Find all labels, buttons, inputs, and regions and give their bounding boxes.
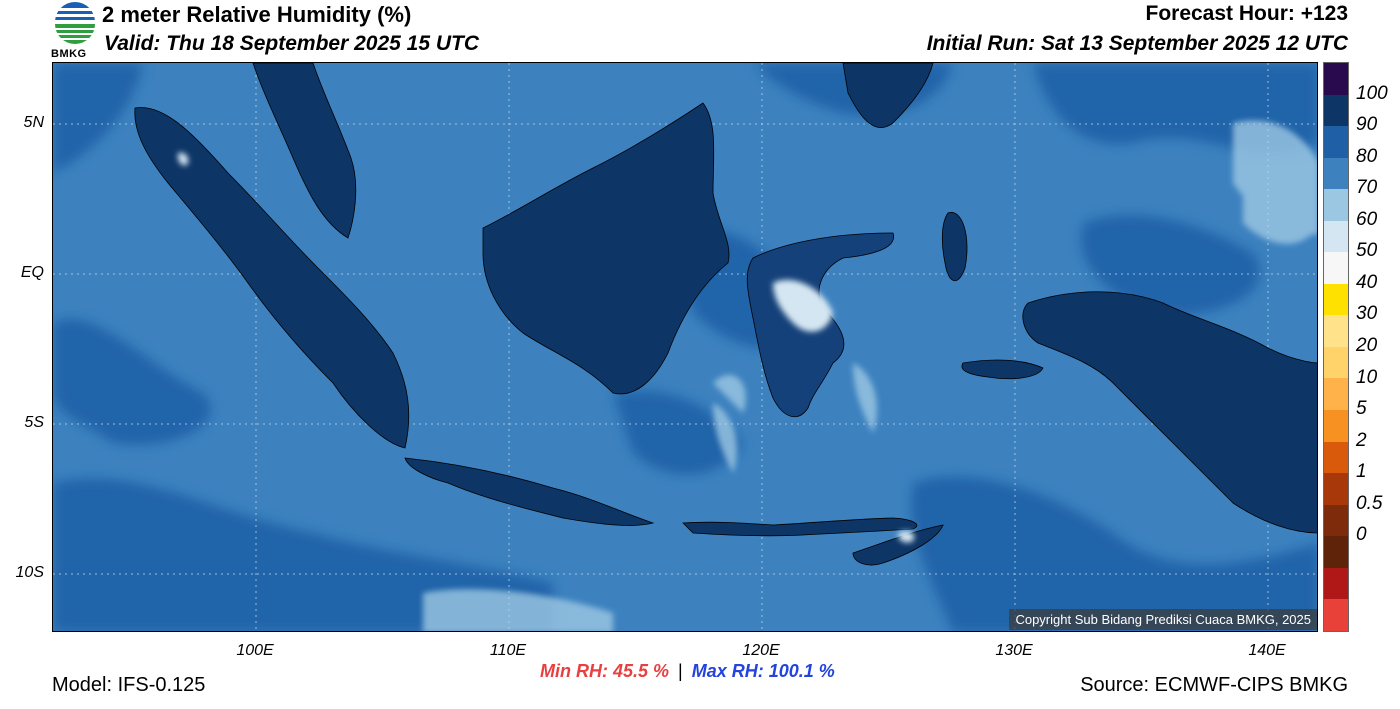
lesser-sunda-islands	[682, 517, 918, 537]
landmasses	[134, 63, 1317, 566]
colorbar-label: 5	[1356, 398, 1367, 420]
colorbar-segment	[1324, 504, 1348, 537]
lon-label-130e: 130E	[995, 642, 1033, 659]
colorbar-label: 0	[1356, 524, 1367, 546]
colorbar-label: 100	[1356, 82, 1388, 104]
colorbar-segment	[1324, 473, 1348, 505]
bmkg-logo-icon	[55, 2, 95, 44]
initial-run: Initial Run: Sat 13 September 2025 12 UT…	[926, 32, 1348, 55]
lat-label-eq: EQ	[20, 264, 44, 281]
min-rh: Min RH: 45.5 %	[540, 661, 670, 681]
colorbar-segment	[1324, 567, 1348, 600]
colorbar-segment	[1324, 315, 1348, 347]
copyright-notice: Copyright Sub Bidang Prediksi Cuaca BMKG…	[1009, 609, 1317, 630]
humidity-map	[52, 62, 1318, 632]
colorbar-segment	[1324, 410, 1348, 442]
min-max-rh: Min RH: 45.5 % | Max RH: 100.1 %	[540, 661, 835, 682]
logo-text: BMKG	[51, 48, 87, 60]
java-island	[404, 457, 655, 526]
colorbar-label: 10	[1356, 366, 1378, 388]
mindanao-island	[842, 63, 934, 128]
ocean-light-patches	[423, 120, 1317, 631]
colorbar-label: 60	[1356, 208, 1378, 230]
colorbar-segment	[1324, 126, 1348, 158]
lat-label-5n: 5N	[23, 114, 44, 131]
colorbar-segment	[1324, 283, 1348, 316]
colorbar-segment	[1324, 94, 1348, 127]
colorbar-label: 40	[1356, 271, 1378, 293]
colorbar	[1323, 62, 1349, 632]
colorbar-segment	[1324, 378, 1348, 411]
max-rh: Max RH: 100.1 %	[691, 661, 835, 681]
valid-time: Valid: Thu 18 September 2025 15 UTC	[104, 32, 480, 55]
forecast-hour: Forecast Hour: +123	[1145, 2, 1349, 25]
lat-label-10s: 10S	[15, 564, 44, 581]
colorbar-segment	[1324, 220, 1348, 253]
colorbar-segment	[1324, 536, 1348, 568]
colorbar-segment	[1324, 157, 1348, 190]
colorbar-label: 1	[1356, 461, 1367, 483]
colorbar-label: 90	[1356, 114, 1378, 136]
colorbar-segment	[1324, 252, 1348, 284]
colorbar-label: 30	[1356, 303, 1378, 325]
borneo-island	[482, 102, 730, 395]
source-label: Source: ECMWF-CIPS BMKG	[1080, 674, 1348, 696]
colorbar-label: 80	[1356, 145, 1378, 167]
colorbar-label: 20	[1356, 335, 1378, 356]
seram-island	[961, 359, 1044, 380]
malay-peninsula	[252, 63, 357, 239]
colorbar-segment	[1324, 599, 1348, 631]
min-max-separator: |	[678, 661, 683, 681]
map-canvas	[53, 63, 1317, 631]
lon-label-120e: 120E	[742, 642, 780, 659]
lon-label-140e: 140E	[1248, 642, 1286, 659]
colorbar-label: 70	[1356, 177, 1378, 199]
lon-label-110e: 110E	[489, 642, 527, 659]
sumatra-island	[134, 107, 410, 449]
chart-title: 2 meter Relative Humidity (%)	[102, 2, 412, 27]
land-dry-patches	[177, 152, 915, 543]
bmkg-logo: BMKG	[50, 0, 100, 62]
colorbar-segment	[1324, 441, 1348, 474]
lat-label-5s: 5S	[24, 414, 44, 431]
colorbar-label: 2	[1356, 429, 1367, 451]
colorbar-segment	[1324, 63, 1348, 95]
colorbar-segment	[1324, 346, 1348, 379]
colorbar-segment	[1324, 189, 1348, 221]
halmahera-island	[941, 212, 968, 281]
new-guinea-island	[1022, 291, 1317, 534]
colorbar-label: 50	[1356, 240, 1378, 262]
lon-label-100e: 100E	[236, 642, 274, 659]
model-label: Model: IFS-0.125	[52, 674, 206, 696]
timor-island	[852, 524, 944, 566]
colorbar-label: 0.5	[1356, 492, 1383, 514]
